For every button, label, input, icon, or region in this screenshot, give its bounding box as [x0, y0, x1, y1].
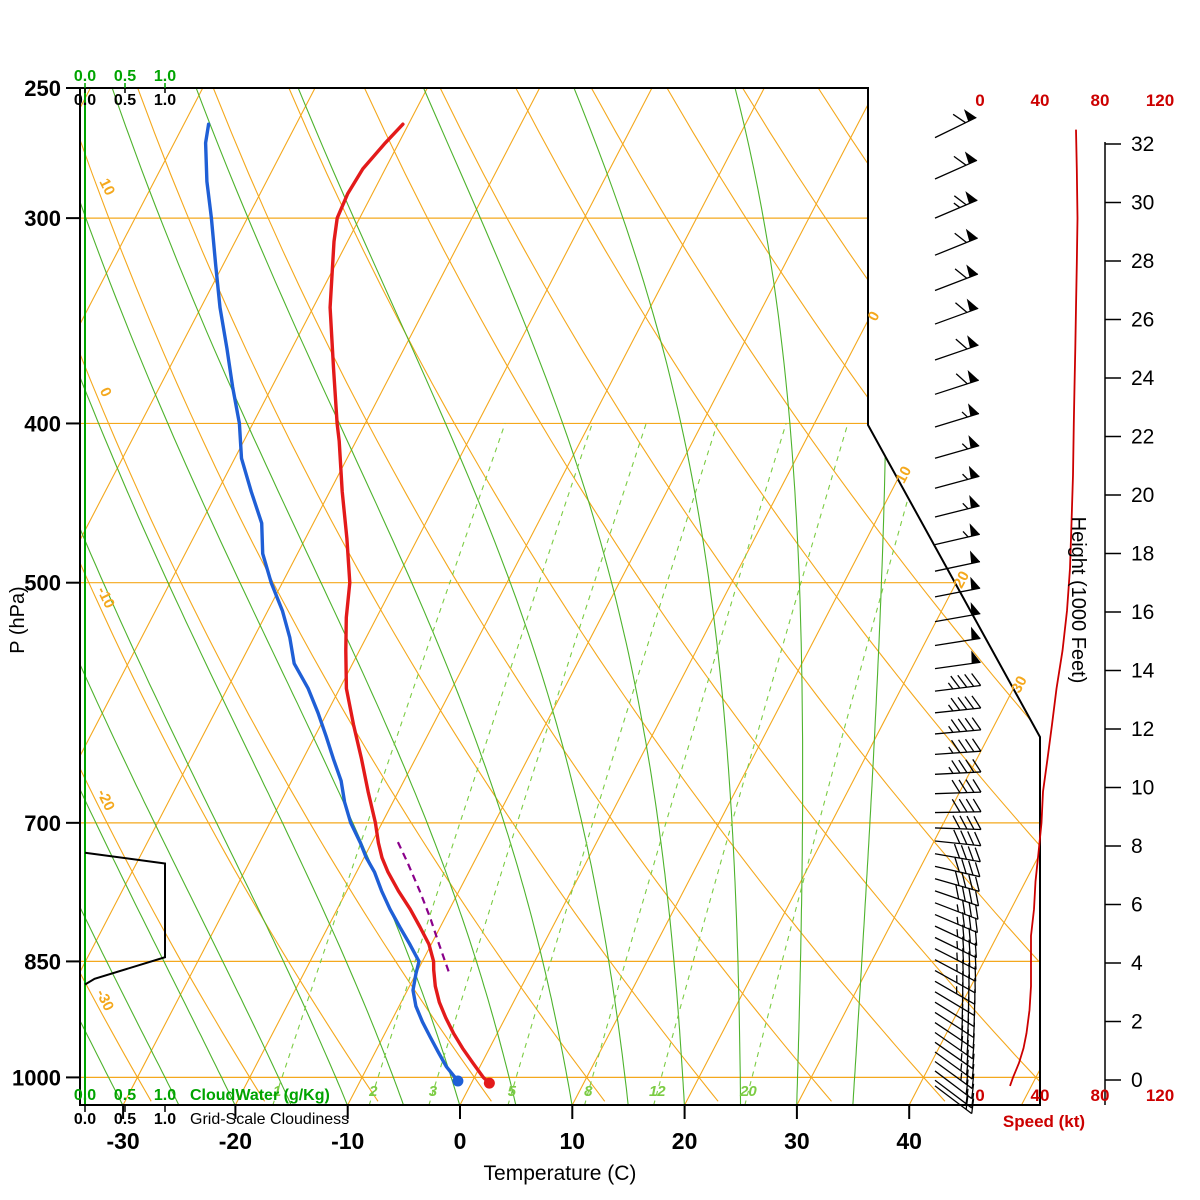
cloudiness-profile	[84, 851, 166, 986]
svg-text:300: 300	[24, 206, 61, 231]
svg-text:8: 8	[584, 1083, 593, 1100]
svg-text:120: 120	[1146, 1086, 1174, 1105]
svg-text:3: 3	[429, 1083, 438, 1100]
svg-text:0.5: 0.5	[114, 68, 136, 85]
pressure-axis: 250 300 400 500 700 850 1000 P (hPa)	[7, 76, 80, 1090]
svg-text:0: 0	[454, 1128, 467, 1154]
svg-text:0: 0	[975, 91, 984, 110]
svg-text:700: 700	[24, 811, 61, 836]
speed-profile	[1009, 129, 1079, 1087]
svg-text:1000: 1000	[12, 1065, 61, 1090]
svg-text:80: 80	[1091, 91, 1110, 110]
svg-text:1.0: 1.0	[154, 68, 176, 85]
mixing-ratio-labels: 1 2 3 5 8 12 20	[273, 1083, 757, 1100]
svg-text:1.0: 1.0	[154, 1111, 176, 1128]
temperature-axis-title: Temperature (C)	[484, 1162, 637, 1185]
svg-text:400: 400	[24, 411, 61, 436]
svg-text:20: 20	[1131, 484, 1154, 507]
svg-text:6: 6	[1131, 894, 1143, 917]
svg-text:250: 250	[24, 76, 61, 101]
svg-text:-10: -10	[331, 1128, 364, 1154]
svg-text:0.0: 0.0	[74, 1087, 96, 1104]
speed-axis-title: Speed (kt)	[1003, 1112, 1085, 1131]
svg-text:120: 120	[1146, 91, 1174, 110]
svg-text:8: 8	[1131, 835, 1143, 858]
surface-dewpoint-dot	[452, 1075, 464, 1087]
temperature-axis: -30 -20 -10 0 10 20 30 40 Temperature (C)	[106, 1105, 922, 1185]
svg-text:4: 4	[1131, 952, 1143, 975]
svg-text:30: 30	[784, 1128, 810, 1154]
svg-text:1: 1	[273, 1083, 281, 1100]
pressure-axis-title: P (hPa)	[7, 586, 29, 653]
svg-text:24: 24	[1131, 367, 1155, 390]
dewpoint-curve	[203, 122, 460, 1083]
svg-text:28: 28	[1131, 250, 1154, 273]
svg-text:5: 5	[508, 1083, 517, 1100]
svg-text:0.0: 0.0	[74, 92, 96, 109]
svg-text:0.0: 0.0	[74, 68, 96, 85]
parcel-curve	[396, 840, 450, 972]
svg-text:12: 12	[1131, 718, 1154, 741]
svg-text:0.5: 0.5	[114, 1087, 136, 1104]
temperature-curve	[328, 122, 492, 1085]
svg-text:26: 26	[1131, 309, 1154, 332]
svg-text:850: 850	[24, 949, 61, 974]
svg-text:10: 10	[560, 1128, 586, 1154]
plot-boundary	[79, 87, 1041, 1106]
svg-text:1.0: 1.0	[154, 92, 176, 109]
svg-text:1.0: 1.0	[154, 1087, 176, 1104]
svg-text:30: 30	[1131, 192, 1154, 215]
svg-text:16: 16	[1131, 601, 1154, 624]
cloud-scales: 0.0 0.0 0.0 0.0 0.5 0.5 0.5 0.5 1.0 1.0 1.0 1.0 Clou…	[74, 68, 349, 1128]
svg-text:80: 80	[1091, 1086, 1110, 1105]
svg-text:-30: -30	[106, 1128, 139, 1154]
svg-text:14: 14	[1131, 660, 1155, 683]
svg-text:30: 30	[1008, 673, 1031, 696]
svg-text:2: 2	[368, 1083, 378, 1100]
svg-text:2: 2	[1131, 1011, 1143, 1034]
svg-text:0: 0	[1131, 1069, 1143, 1092]
height-axis-title: Height (1000 Feet)	[1067, 517, 1089, 684]
svg-text:32: 32	[1131, 133, 1154, 156]
svg-text:40: 40	[896, 1128, 922, 1154]
svg-text:10: 10	[1131, 777, 1154, 800]
svg-text:40: 40	[1031, 91, 1050, 110]
wind-barbs	[934, 109, 982, 1115]
svg-text:0: 0	[975, 1086, 984, 1105]
svg-text:-20: -20	[219, 1128, 252, 1154]
svg-text:0.0: 0.0	[74, 1111, 96, 1128]
dry-adiabats	[80, 88, 1040, 1102]
svg-text:10: 10	[96, 176, 119, 198]
cloudwater-legend: CloudWater (g/Kg)	[190, 1087, 330, 1104]
svg-text:10: 10	[892, 464, 915, 487]
surface-temp-dot	[483, 1077, 495, 1089]
svg-text:500: 500	[24, 571, 61, 596]
svg-text:20: 20	[739, 1083, 757, 1100]
svg-text:22: 22	[1131, 426, 1154, 449]
svg-text:20: 20	[672, 1128, 698, 1154]
svg-text:0.5: 0.5	[114, 92, 136, 109]
cloudiness-legend: Grid-Scale Cloudiness	[190, 1111, 349, 1128]
svg-text:18: 18	[1131, 543, 1154, 566]
svg-text:20: 20	[950, 568, 973, 591]
svg-text:0.5: 0.5	[114, 1111, 136, 1128]
svg-text:12: 12	[649, 1083, 666, 1100]
svg-text:40: 40	[1031, 1086, 1050, 1105]
